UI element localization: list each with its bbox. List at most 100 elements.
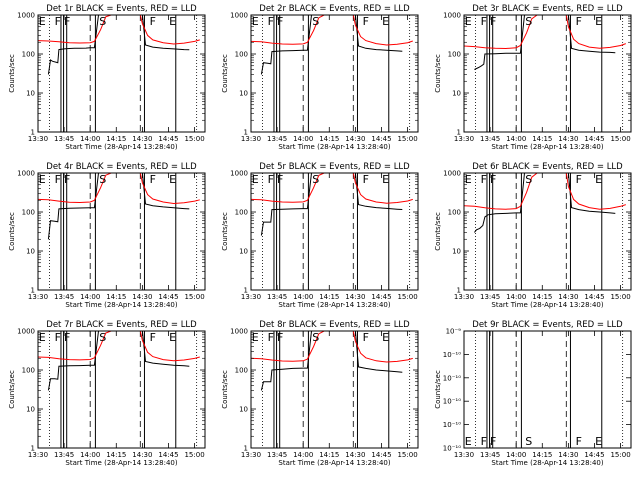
x-axis-label: Start Time (28-Apr-14 13:28:40)	[278, 459, 390, 467]
lld-series-line	[464, 15, 626, 50]
event-marker-label: F	[277, 173, 283, 186]
event-marker-label: E	[169, 331, 176, 344]
x-tick-label: 14:15	[319, 451, 339, 459]
event-marker-label: E	[252, 173, 259, 186]
x-tick-label: 14:30	[132, 451, 152, 459]
y-tick-label: 1	[244, 287, 248, 295]
x-tick-label: 14:45	[371, 293, 391, 301]
x-axis-label: Start Time (28-Apr-14 13:28:40)	[278, 143, 390, 151]
events-series-line	[47, 173, 190, 240]
y-tick-label: 1000	[443, 12, 461, 20]
y-tick-label: 1	[31, 445, 35, 453]
y-tick-label: 100	[448, 209, 461, 217]
y-tick-label: 1	[244, 129, 248, 137]
y-axis-label: Counts/sec	[221, 370, 229, 409]
event-marker-label: E	[382, 173, 389, 186]
plot-frame	[463, 14, 632, 133]
x-tick-label: 14:15	[106, 451, 126, 459]
y-axis-label: Counts/sec	[221, 212, 229, 251]
event-marker-label: F	[55, 173, 61, 186]
x-tick-label: 13:45	[54, 293, 74, 301]
plot-frame	[463, 172, 632, 291]
x-tick-label: 14:30	[132, 293, 152, 301]
y-tick-label: 1000	[230, 12, 248, 20]
event-marker-label: E	[382, 15, 389, 28]
x-tick-label: 13:45	[54, 135, 74, 143]
event-marker-label: E	[39, 173, 46, 186]
panel-title: Det 1r BLACK = Events, RED = LLD	[46, 4, 197, 14]
x-tick-label: 14:15	[319, 293, 339, 301]
events-series-line	[260, 331, 403, 391]
x-tick-label: 13:30	[454, 135, 474, 143]
y-tick-label: 1000	[17, 170, 35, 178]
x-tick-label: 14:45	[371, 451, 391, 459]
x-tick-label: 14:00	[506, 135, 526, 143]
detector-panel: Det 1r BLACK = Events, RED = LLD 1 10 100 10…	[8, 4, 206, 151]
y-axis-label: Counts/sec	[434, 212, 442, 251]
x-axis-label: Start Time (28-Apr-14 13:28:40)	[65, 301, 177, 309]
events-series-line	[260, 15, 403, 75]
y-tick-label: 10⁻¹⁰	[443, 445, 461, 453]
y-tick-label: 100	[235, 209, 248, 217]
event-marker-label: E	[39, 15, 46, 28]
y-axis-label: Counts/sec	[434, 370, 442, 409]
events-series-line	[47, 331, 190, 391]
detector-panel: Det 4r BLACK = Events, RED = LLD 1 10 100 10…	[8, 162, 206, 309]
panel-title: Det 3r BLACK = Events, RED = LLD	[472, 4, 623, 14]
x-tick-label: 13:45	[480, 451, 500, 459]
x-tick-label: 14:00	[293, 135, 313, 143]
event-marker-label: F	[55, 15, 61, 28]
detector-panel: Det 3r BLACK = Events, RED = LLD 1 10 100 10…	[434, 4, 632, 151]
panel-title: Det 5r BLACK = Events, RED = LLD	[259, 162, 410, 172]
x-tick-label: 15:00	[397, 135, 417, 143]
event-marker-label: F	[150, 173, 156, 186]
x-tick-label: 14:30	[558, 135, 578, 143]
event-marker-label: S	[312, 173, 319, 186]
y-tick-label: 10	[452, 90, 461, 98]
panel-title: Det 9r BLACK = Events, RED = LLD	[472, 320, 623, 330]
plot-frame	[463, 330, 632, 449]
x-tick-label: 14:45	[158, 135, 178, 143]
plot-frame	[37, 14, 206, 133]
event-marker-label: S	[525, 435, 532, 448]
x-tick-label: 13:30	[241, 451, 261, 459]
event-marker-label: E	[465, 435, 472, 448]
event-marker-label: F	[490, 173, 496, 186]
event-marker-label: F	[150, 331, 156, 344]
x-tick-label: 14:00	[80, 451, 100, 459]
x-tick-label: 14:30	[345, 293, 365, 301]
x-tick-label: 13:45	[480, 135, 500, 143]
x-tick-label: 13:45	[480, 293, 500, 301]
y-tick-label: 10	[26, 406, 35, 414]
lld-series-line	[251, 173, 413, 204]
x-tick-label: 14:30	[132, 135, 152, 143]
x-tick-label: 13:30	[454, 451, 474, 459]
plot-frame	[37, 330, 206, 449]
event-marker-label: E	[595, 15, 602, 28]
event-marker-label: F	[64, 173, 70, 186]
event-marker-label: F	[64, 331, 70, 344]
x-tick-label: 15:00	[397, 293, 417, 301]
events-series-line	[260, 173, 403, 236]
event-marker-label: F	[363, 331, 369, 344]
y-tick-label: 100	[235, 51, 248, 59]
event-marker-label: F	[64, 15, 70, 28]
event-marker-label: E	[595, 435, 602, 448]
y-tick-label: 1	[457, 287, 461, 295]
y-tick-label: 1	[244, 445, 248, 453]
panel-title: Det 4r BLACK = Events, RED = LLD	[46, 162, 197, 172]
x-axis-label: Start Time (28-Apr-14 13:28:40)	[65, 459, 177, 467]
event-marker-label: F	[55, 331, 61, 344]
y-tick-label: 1	[31, 129, 35, 137]
event-marker-label: E	[169, 173, 176, 186]
detector-panel: Det 2r BLACK = Events, RED = LLD 1 10 100 10…	[221, 4, 419, 151]
lld-series-line	[251, 15, 413, 46]
x-tick-label: 14:00	[506, 293, 526, 301]
x-tick-label: 14:30	[345, 135, 365, 143]
x-axis-label: Start Time (28-Apr-14 13:28:40)	[491, 301, 603, 309]
y-axis-label: Counts/sec	[8, 54, 16, 93]
x-axis-label: Start Time (28-Apr-14 13:28:40)	[491, 459, 603, 467]
y-tick-label: 100	[22, 209, 35, 217]
event-marker-label: E	[595, 173, 602, 186]
